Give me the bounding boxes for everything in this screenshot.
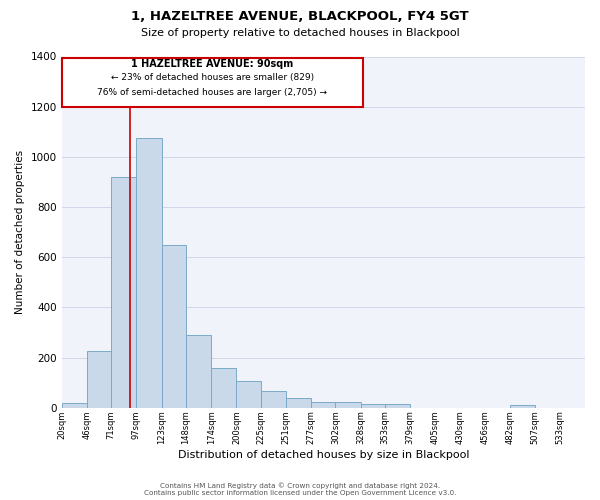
Text: Size of property relative to detached houses in Blackpool: Size of property relative to detached ho… — [140, 28, 460, 38]
Text: 76% of semi-detached houses are larger (2,705) →: 76% of semi-detached houses are larger (… — [97, 88, 327, 98]
Bar — [87, 350, 111, 408]
Bar — [510, 406, 535, 408]
FancyBboxPatch shape — [62, 58, 362, 106]
Text: Contains public sector information licensed under the Open Government Licence v3: Contains public sector information licen… — [144, 490, 456, 496]
Bar — [161, 244, 186, 408]
Text: 1, HAZELTREE AVENUE, BLACKPOOL, FY4 5GT: 1, HAZELTREE AVENUE, BLACKPOOL, FY4 5GT — [131, 10, 469, 23]
Bar — [111, 177, 136, 408]
Text: ← 23% of detached houses are smaller (829): ← 23% of detached houses are smaller (82… — [110, 74, 314, 82]
Bar — [335, 402, 361, 408]
Bar — [136, 138, 161, 408]
Y-axis label: Number of detached properties: Number of detached properties — [15, 150, 25, 314]
Bar — [62, 403, 87, 408]
Bar — [211, 368, 236, 408]
Bar — [311, 402, 335, 408]
Bar — [385, 404, 410, 408]
Bar — [261, 390, 286, 408]
Bar — [361, 404, 385, 408]
Bar — [236, 382, 261, 408]
Text: Contains HM Land Registry data © Crown copyright and database right 2024.: Contains HM Land Registry data © Crown c… — [160, 482, 440, 489]
Bar — [286, 398, 311, 408]
Bar — [186, 335, 211, 408]
Text: 1 HAZELTREE AVENUE: 90sqm: 1 HAZELTREE AVENUE: 90sqm — [131, 59, 293, 69]
X-axis label: Distribution of detached houses by size in Blackpool: Distribution of detached houses by size … — [178, 450, 469, 460]
